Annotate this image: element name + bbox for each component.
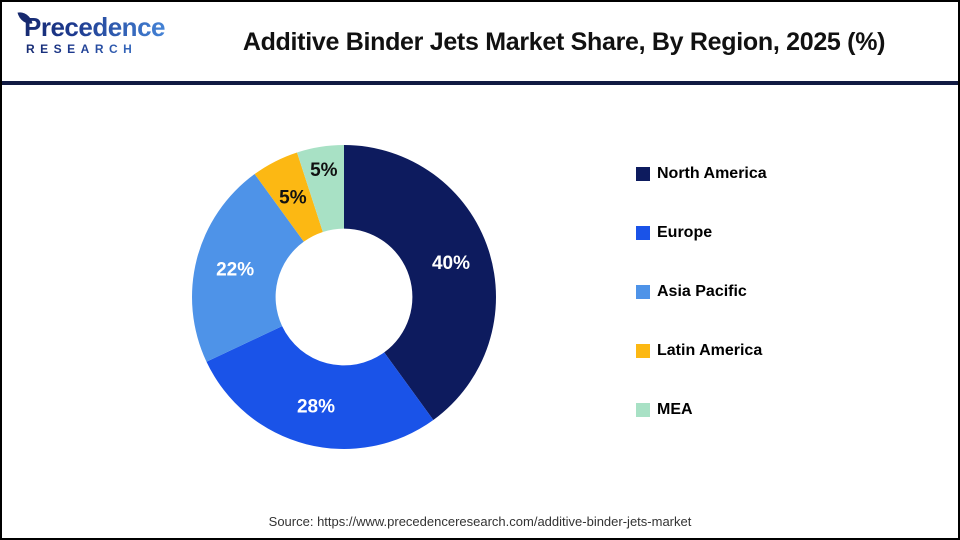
legend-swatch-north-america (636, 167, 650, 181)
pie-slice-asia-pacific (192, 174, 304, 362)
legend-label-latin-america: Latin America (657, 342, 763, 359)
slice-value-label-mea: 5% (310, 160, 338, 181)
legend-label-europe: Europe (657, 224, 713, 241)
header-divider (2, 81, 958, 85)
legend-label-north-america: North America (657, 165, 767, 182)
legend-item-latin-america: Latin America (636, 342, 767, 360)
legend-swatch-mea (636, 403, 650, 417)
pie-slice-mea (297, 145, 344, 232)
slice-value-label-north-america: 40% (432, 253, 470, 274)
logo-brand-text: Precedence (18, 14, 178, 40)
logo-sub-text: RESEARCH (18, 43, 178, 55)
legend-label-asia-pacific: Asia Pacific (657, 283, 747, 300)
legend-swatch-latin-america (636, 344, 650, 358)
pie-slice-europe (206, 326, 434, 449)
chart-title: Additive Binder Jets Market Share, By Re… (242, 28, 886, 56)
slice-value-label-europe: 28% (297, 397, 335, 418)
legend-item-mea: MEA (636, 401, 767, 419)
slice-value-label-asia-pacific: 22% (216, 260, 254, 281)
pie-slice-north-america (344, 145, 496, 420)
legend-swatch-europe (636, 226, 650, 240)
slice-value-label-latin-america: 5% (279, 187, 307, 208)
donut-chart: 40% 28% 22% 5%5% (192, 145, 496, 449)
legend-item-europe: Europe (636, 224, 767, 242)
chart-legend: North America Europe Asia Pacific Latin Ame… (636, 165, 767, 460)
legend-label-mea: MEA (657, 401, 693, 418)
legend-swatch-asia-pacific (636, 285, 650, 299)
pie-slice-latin-america (254, 152, 323, 242)
precedence-research-logo: Precedence RESEARCH (17, 9, 178, 55)
legend-item-asia-pacific: Asia Pacific (636, 283, 767, 301)
source-text: Source: https://www.precedenceresearch.c… (268, 514, 692, 529)
legend-item-north-america: North America (636, 165, 767, 183)
